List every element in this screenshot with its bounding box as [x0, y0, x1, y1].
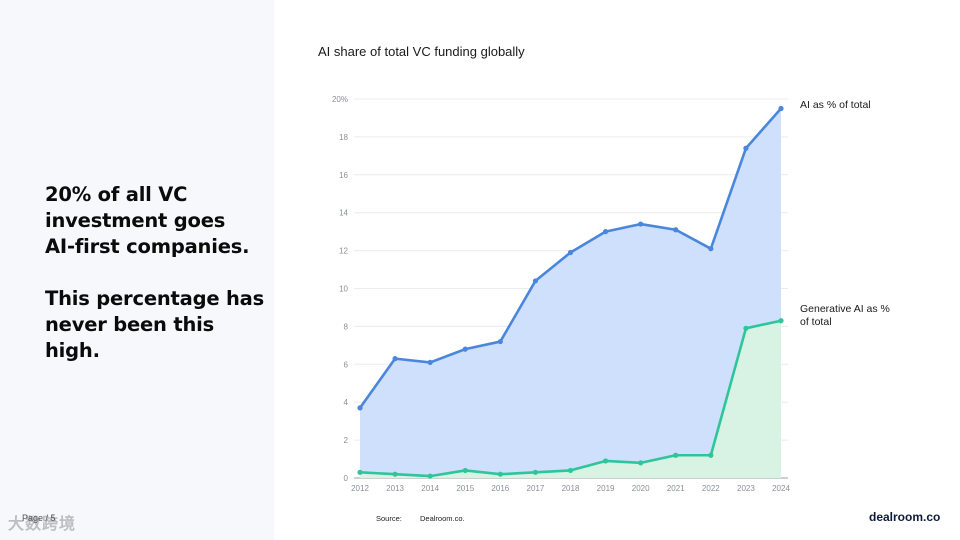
- y-tick-label: 16: [339, 171, 348, 180]
- y-tick-label: 0: [344, 474, 349, 483]
- genai-point: [673, 452, 679, 458]
- ai-point: [567, 249, 574, 256]
- x-tick-label: 2014: [421, 484, 439, 493]
- headline-subtext: This percentage has never been this high…: [45, 287, 265, 362]
- x-tick-label: 2013: [386, 484, 404, 493]
- watermark: 大数跨境: [8, 514, 77, 533]
- y-tick-label: 18: [339, 133, 348, 142]
- genai-point: [497, 471, 503, 477]
- series-label-genai: Generative AI as % of total: [800, 303, 890, 328]
- genai-point: [532, 469, 539, 475]
- left-panel: [0, 0, 274, 540]
- x-tick-label: 2018: [562, 484, 580, 493]
- page-number: Page / 5: [22, 513, 56, 523]
- x-tick-label: 2016: [491, 484, 509, 493]
- ai-area: [360, 108, 781, 478]
- y-tick-label: 4: [344, 398, 349, 407]
- source-value: Dealroom.co.: [420, 514, 465, 523]
- series-label-ai: AI as % of total: [800, 99, 871, 111]
- ai-point: [778, 105, 784, 112]
- y-tick-label: 6: [344, 360, 349, 369]
- ai-point: [602, 229, 609, 235]
- y-tick-label: 20%: [332, 95, 348, 104]
- y-tick-label: 10: [339, 285, 348, 294]
- genai-point: [357, 469, 363, 475]
- genai-point: [602, 458, 609, 464]
- genai-point: [708, 452, 714, 458]
- genai-point: [567, 467, 574, 474]
- ai-point: [638, 221, 644, 227]
- genai-point: [427, 473, 433, 479]
- ai-point: [357, 405, 363, 411]
- genai-area: [360, 320, 781, 478]
- ai-point: [708, 246, 714, 252]
- genai-point: [638, 460, 644, 466]
- x-tick-label: 2024: [772, 484, 790, 493]
- ai-point: [427, 359, 433, 366]
- x-tick-label: 2019: [597, 484, 615, 493]
- x-tick-label: 2022: [702, 484, 720, 493]
- genai-point: [462, 467, 468, 474]
- y-tick-label: 2: [344, 436, 349, 445]
- ai-point: [743, 145, 749, 151]
- brand-logo-text: dealroom.co: [869, 510, 941, 524]
- x-tick-label: 2023: [737, 484, 755, 493]
- chart-title: AI share of total VC funding globally: [318, 44, 525, 59]
- x-tick-label: 2020: [632, 484, 650, 493]
- y-tick-label: 14: [339, 209, 348, 218]
- genai-point: [778, 318, 784, 324]
- ai-point: [673, 227, 679, 233]
- ai-point: [392, 356, 398, 362]
- headline-statement: 20% of all VC investment goes AI-first c…: [45, 183, 250, 258]
- x-tick-label: 2015: [456, 484, 474, 493]
- ai-point: [532, 278, 539, 284]
- genai-point: [392, 471, 398, 477]
- y-tick-label: 8: [344, 322, 349, 331]
- x-tick-label: 2012: [351, 484, 369, 493]
- headline: 20% of all VC investment goes AI-first c…: [45, 182, 273, 364]
- x-tick-label: 2017: [527, 484, 545, 493]
- x-tick-label: 2021: [667, 484, 685, 493]
- y-tick-label: 12: [339, 247, 348, 256]
- source-label: Source:: [376, 514, 402, 523]
- ai-point: [462, 346, 468, 352]
- genai-point: [743, 325, 749, 331]
- ai-point: [497, 338, 503, 345]
